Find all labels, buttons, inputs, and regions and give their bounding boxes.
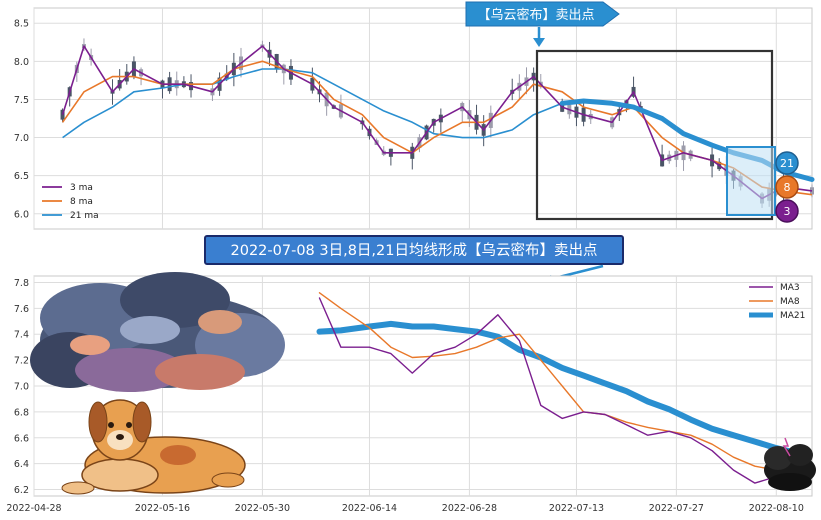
y-tick-label: 6.4: [14, 459, 29, 470]
sell-point-banner: 【乌云密布】卖出点: [465, 1, 620, 47]
y-tick-label: 6.5: [14, 171, 29, 182]
y-tick-label: 6.2: [14, 485, 29, 496]
x-tick-label: 2022-05-16: [135, 503, 190, 514]
x-tick-label: 2022-08-10: [749, 503, 804, 514]
series-line-MA21: [316, 320, 801, 457]
badge-3: [775, 199, 799, 223]
line-legend: MA3 MA8 MA21: [749, 283, 805, 321]
dark-cloud-icon: [764, 437, 816, 491]
recent-zoom-box: [726, 146, 776, 216]
legend-label-ma21: MA21: [780, 311, 805, 321]
badge-8: [775, 175, 799, 199]
center-title-box: [204, 235, 624, 265]
storm-cloud-icon: [30, 272, 285, 392]
y-tick-label: 7.2: [14, 356, 29, 367]
banner-text: 【乌云密布】卖出点: [477, 7, 594, 23]
y-tick-label: 7.5: [14, 95, 29, 106]
dog-illustration: [61, 399, 246, 495]
x-tick-label: 2022-06-28: [442, 503, 497, 514]
dark-cloud-highlight-box: [535, 49, 774, 221]
candlestick-frame: [33, 7, 813, 230]
line-y-ticks: 6.2 6.4 6.6 6.8 7.0 7.2 7.4 7.6 7.8: [14, 278, 29, 496]
x-tick-label: 2022-04-28: [6, 503, 61, 514]
candlestick-y-ticks: 6.0 6.5 7.0 7.5 8.0 8.5: [14, 19, 29, 221]
y-tick-label: 7.6: [14, 304, 29, 315]
x-tick-label: 2022-05-30: [235, 503, 290, 514]
legend-label-ma3: MA3: [780, 283, 800, 293]
candlestick-panel: 6.0 6.5 7.0 7.5 8.0 8.5 3 ma 8 ma 21 ma 【乌云密布…: [14, 1, 815, 230]
ma-badges: 21 8 3: [775, 151, 799, 223]
series-line-MA3: [318, 297, 799, 484]
series-line-MA8: [318, 292, 799, 474]
x-tick-label: 2022-07-27: [649, 503, 704, 514]
y-tick-label: 7.0: [14, 133, 29, 144]
legend-label-3ma: 3 ma: [70, 183, 93, 193]
center-title-text: 2022-07-08 3日,8日,21日均线形成【乌云密布】卖出点: [231, 242, 598, 259]
badge-8-label: 8: [784, 181, 791, 194]
y-tick-label: 6.6: [14, 433, 29, 444]
legend-label-21ma: 21 ma: [70, 211, 99, 221]
y-tick-label: 7.4: [14, 330, 29, 341]
banner-pointer-head: [533, 38, 545, 47]
y-tick-label: 6.8: [14, 407, 29, 418]
line-x-ticks: 2022-04-28 2022-05-16 2022-05-30 2022-06-14…: [6, 503, 804, 514]
badge-21: [775, 151, 799, 175]
candlestick-legend: 3 ma 8 ma 21 ma: [42, 183, 99, 221]
badge-21-label: 21: [780, 157, 794, 170]
y-tick-label: 7.8: [14, 278, 29, 289]
candle-body: [60, 109, 65, 120]
badge-3-label: 3: [784, 205, 791, 218]
y-tick-label: 6.0: [14, 209, 29, 220]
series-line-3-ma: [61, 45, 813, 200]
y-tick-label: 7.0: [14, 382, 29, 393]
legend-label-ma8: MA8: [780, 297, 800, 307]
legend-label-8ma: 8 ma: [70, 197, 93, 207]
x-tick-label: 2022-07-13: [549, 503, 604, 514]
banner-arrow-shape: [465, 1, 620, 27]
y-tick-label: 8.5: [14, 19, 29, 30]
line-series: [316, 292, 801, 484]
x-tick-label: 2022-06-14: [342, 503, 397, 514]
center-title-group: 2022-07-08 3日,8日,21日均线形成【乌云密布】卖出点: [204, 235, 624, 284]
line-panel: 6.26.46.66.87.07.27.47.67.8 2022-04-28 20…: [6, 272, 816, 514]
y-tick-label: 8.0: [14, 57, 29, 68]
